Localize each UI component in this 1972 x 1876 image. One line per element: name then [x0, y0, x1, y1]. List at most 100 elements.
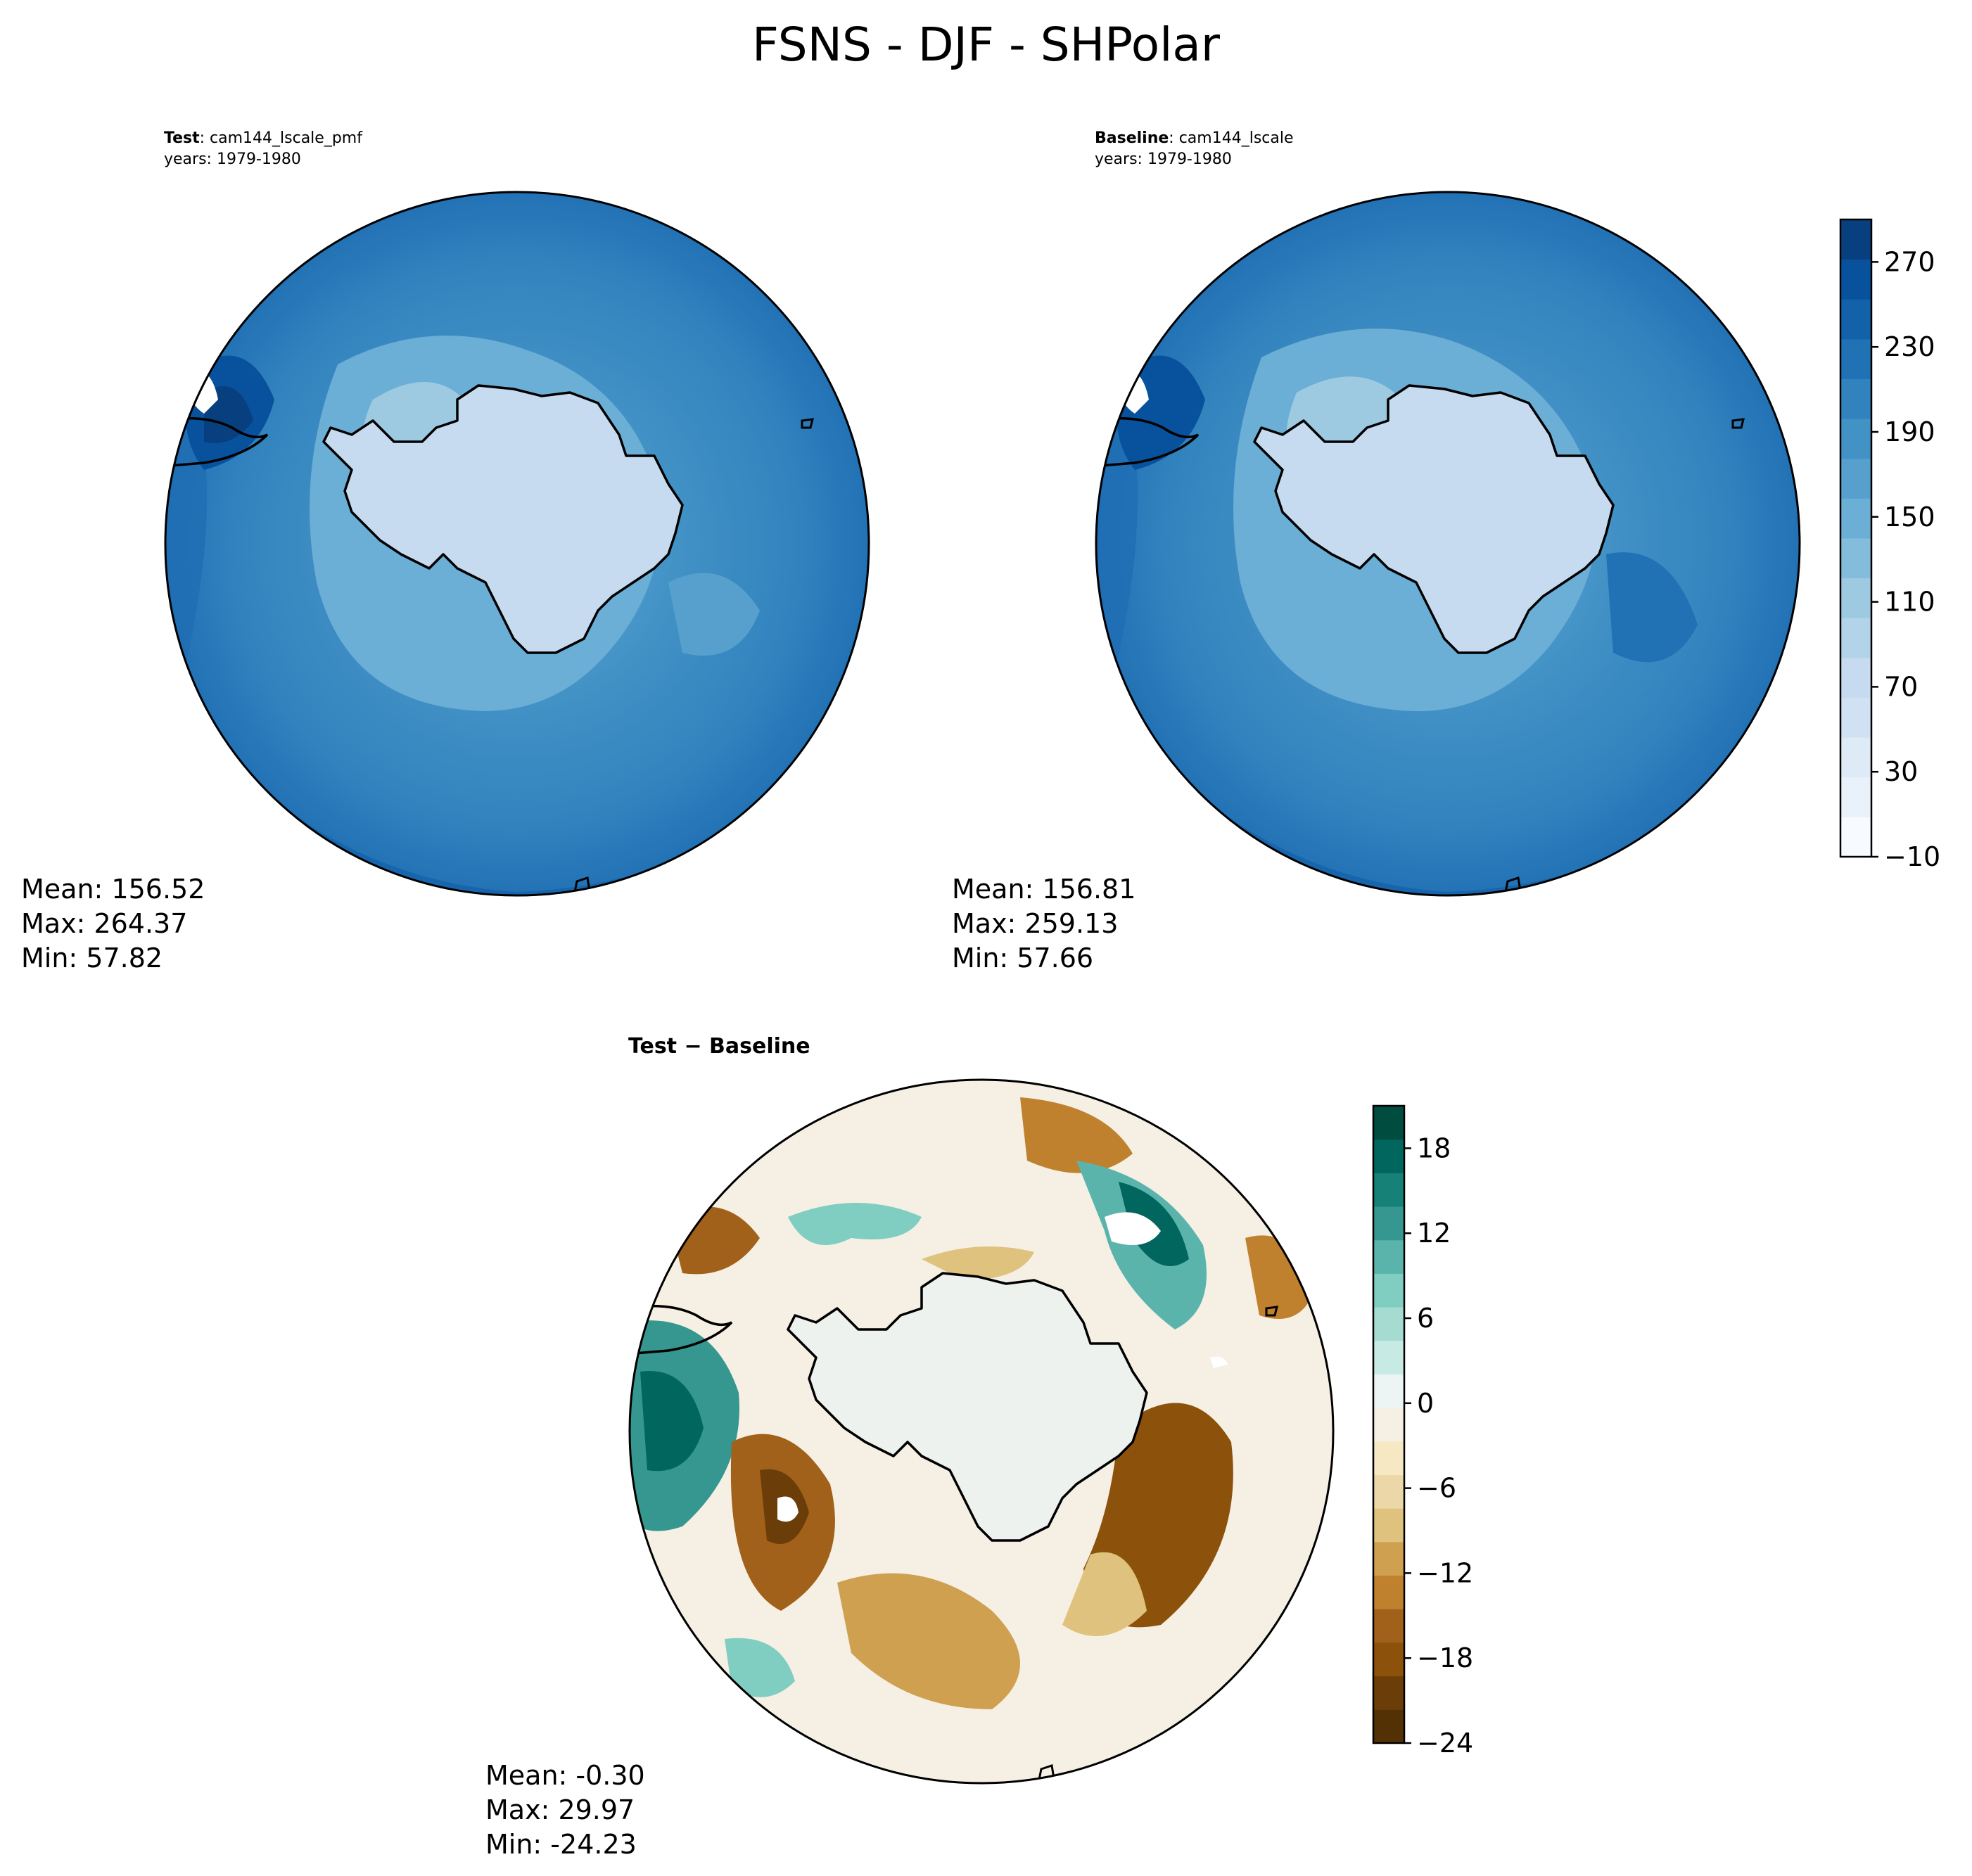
diff-colorbar-segment [1373, 1273, 1404, 1308]
diff-colorbar-segment [1373, 1106, 1404, 1140]
diff-white-east [1210, 1356, 1228, 1368]
diff-colorbar-tick-label: −6 [1417, 1473, 1456, 1504]
baseline-max: Max: 259.13 [952, 908, 1119, 939]
field-colorbar-segment [1840, 458, 1871, 499]
diff-teal-south [725, 1638, 795, 1697]
antarctica-land [1253, 384, 1615, 654]
field-patch-east [1606, 552, 1698, 663]
antarctica-land [322, 384, 684, 654]
diff-colorbar-tick-label: −24 [1417, 1728, 1473, 1759]
diff-panel-title: Test − Baseline [628, 1034, 810, 1059]
field-colorbar-tick-label: 190 [1884, 416, 1935, 447]
field-colorbar-segment [1840, 777, 1871, 817]
field-colorbar-tick-label: 270 [1884, 246, 1935, 277]
diff-white-sw [777, 1496, 799, 1522]
diff-colorbar: −24 −18 −12 −6 0 6 12 18 [1372, 1104, 1473, 1759]
field-colorbar-segment [1840, 259, 1871, 300]
diff-white-ne [1105, 1212, 1161, 1245]
field-colorbar-tick-label: −10 [1884, 841, 1940, 872]
island-east [1731, 418, 1745, 429]
diff-colorbar-tick-label: −12 [1417, 1557, 1473, 1588]
field-colorbar-segment [1840, 657, 1871, 698]
field-colorbar-segment [1840, 498, 1871, 539]
diff-colorbar-segment [1373, 1508, 1404, 1543]
figure-title: FSNS - DJF - SHPolar [751, 18, 1221, 72]
field-colorbar-tick-label: 30 [1884, 756, 1918, 787]
diff-colorbar-segment [1373, 1139, 1404, 1173]
test-years: years: 1979-1980 [164, 151, 301, 168]
field-band-outer [165, 681, 869, 895]
diff-colorbar-segment [1373, 1206, 1404, 1241]
diff-colorbar-segment [1373, 1340, 1404, 1374]
test-panel-title: Test: cam144_lscale_pmf years: 1979-1980 [164, 128, 362, 170]
field-colorbar-tick-label: 150 [1884, 502, 1935, 532]
diff-colorbar-segment [1373, 1642, 1404, 1677]
diff-brown-east-light [1062, 1552, 1147, 1636]
test-max: Max: 264.37 [21, 908, 188, 939]
field-colorbar: −10 30 70 110 150 190 230 270 [1839, 218, 1940, 872]
test-label: Test [164, 129, 200, 147]
field-patch-east [668, 573, 760, 656]
test-polar-map [164, 191, 870, 897]
diff-colorbar-segment [1373, 1441, 1404, 1476]
diff-colorbar-tick-label: 6 [1417, 1303, 1434, 1334]
field-colorbar-segment [1840, 419, 1871, 459]
diff-teal-west-core [640, 1371, 704, 1472]
field-colorbar-tick-label: 110 [1884, 587, 1935, 618]
diff-colorbar-segment [1373, 1374, 1404, 1408]
diff-brown-ring-n [922, 1246, 1034, 1280]
field-colorbar-segment [1840, 338, 1871, 379]
south-america-tip [630, 1304, 733, 1355]
field-colorbar-segment [1840, 737, 1871, 778]
baseline-label: Baseline [1095, 129, 1169, 147]
antarctica-land [787, 1272, 1148, 1542]
diff-colorbar-tick-label: 0 [1417, 1388, 1434, 1419]
baseline-mean: Mean: 156.81 [952, 874, 1136, 905]
field-colorbar-segment [1840, 219, 1871, 260]
baseline-min: Min: 57.66 [952, 943, 1094, 974]
field-colorbar-segment [1840, 299, 1871, 340]
diff-colorbar-segment [1373, 1575, 1404, 1609]
test-min: Min: 57.82 [21, 943, 163, 974]
diff-max: Max: 29.97 [485, 1794, 635, 1825]
diff-colorbar-segment [1373, 1307, 1404, 1341]
diff-colorbar-segment [1373, 1541, 1404, 1576]
baseline-polar-map [1095, 191, 1801, 897]
island-east [1265, 1306, 1278, 1317]
baseline-case-name: : cam144_lscale [1169, 129, 1294, 147]
test-stats: Mean: 156.52 Max: 264.37 Min: 57.82 [21, 872, 205, 976]
diff-colorbar-tick-label: −18 [1417, 1642, 1473, 1673]
diff-brown-north [1020, 1097, 1133, 1173]
diff-mean: Mean: -0.30 [485, 1760, 645, 1791]
diff-colorbar-segment [1373, 1709, 1404, 1744]
test-mean: Mean: 156.52 [21, 874, 205, 905]
diff-min: Min: -24.23 [485, 1829, 637, 1860]
south-america-tip [165, 416, 269, 468]
field-colorbar-segment [1840, 697, 1871, 738]
field-colorbar-tick-label: 70 [1884, 671, 1918, 702]
diff-colorbar-segment [1373, 1676, 1404, 1710]
south-america-tip [1096, 416, 1200, 468]
diff-teal-ring [788, 1203, 922, 1245]
baseline-panel-title: Baseline: cam144_lscale years: 1979-1980 [1095, 128, 1294, 170]
diff-colorbar-frame [1372, 1104, 1406, 1744]
diff-colorbar-tick-label: 18 [1417, 1132, 1451, 1163]
field-colorbar-tick-label: 230 [1884, 331, 1935, 362]
field-colorbar-segment [1840, 817, 1871, 857]
field-colorbar-frame [1839, 218, 1873, 858]
diff-colorbar-segment [1373, 1239, 1404, 1274]
diff-colorbar-segment [1373, 1474, 1404, 1509]
baseline-years: years: 1979-1980 [1095, 151, 1232, 168]
field-colorbar-segment [1840, 378, 1871, 419]
diff-brown-south [837, 1573, 1020, 1709]
island-east [801, 418, 814, 429]
diff-colorbar-segment [1373, 1609, 1404, 1643]
diff-stats: Mean: -0.30 Max: 29.97 Min: -24.23 [485, 1759, 645, 1862]
test-case-name: : cam144_lscale_pmf [199, 129, 362, 147]
field-colorbar-segment [1840, 618, 1871, 658]
diff-colorbar-segment [1373, 1173, 1404, 1207]
diff-colorbar-tick-label: 12 [1417, 1218, 1451, 1249]
baseline-stats: Mean: 156.81 Max: 259.13 Min: 57.66 [952, 872, 1136, 976]
diff-polar-map [628, 1078, 1335, 1785]
diff-colorbar-segment [1373, 1408, 1404, 1442]
